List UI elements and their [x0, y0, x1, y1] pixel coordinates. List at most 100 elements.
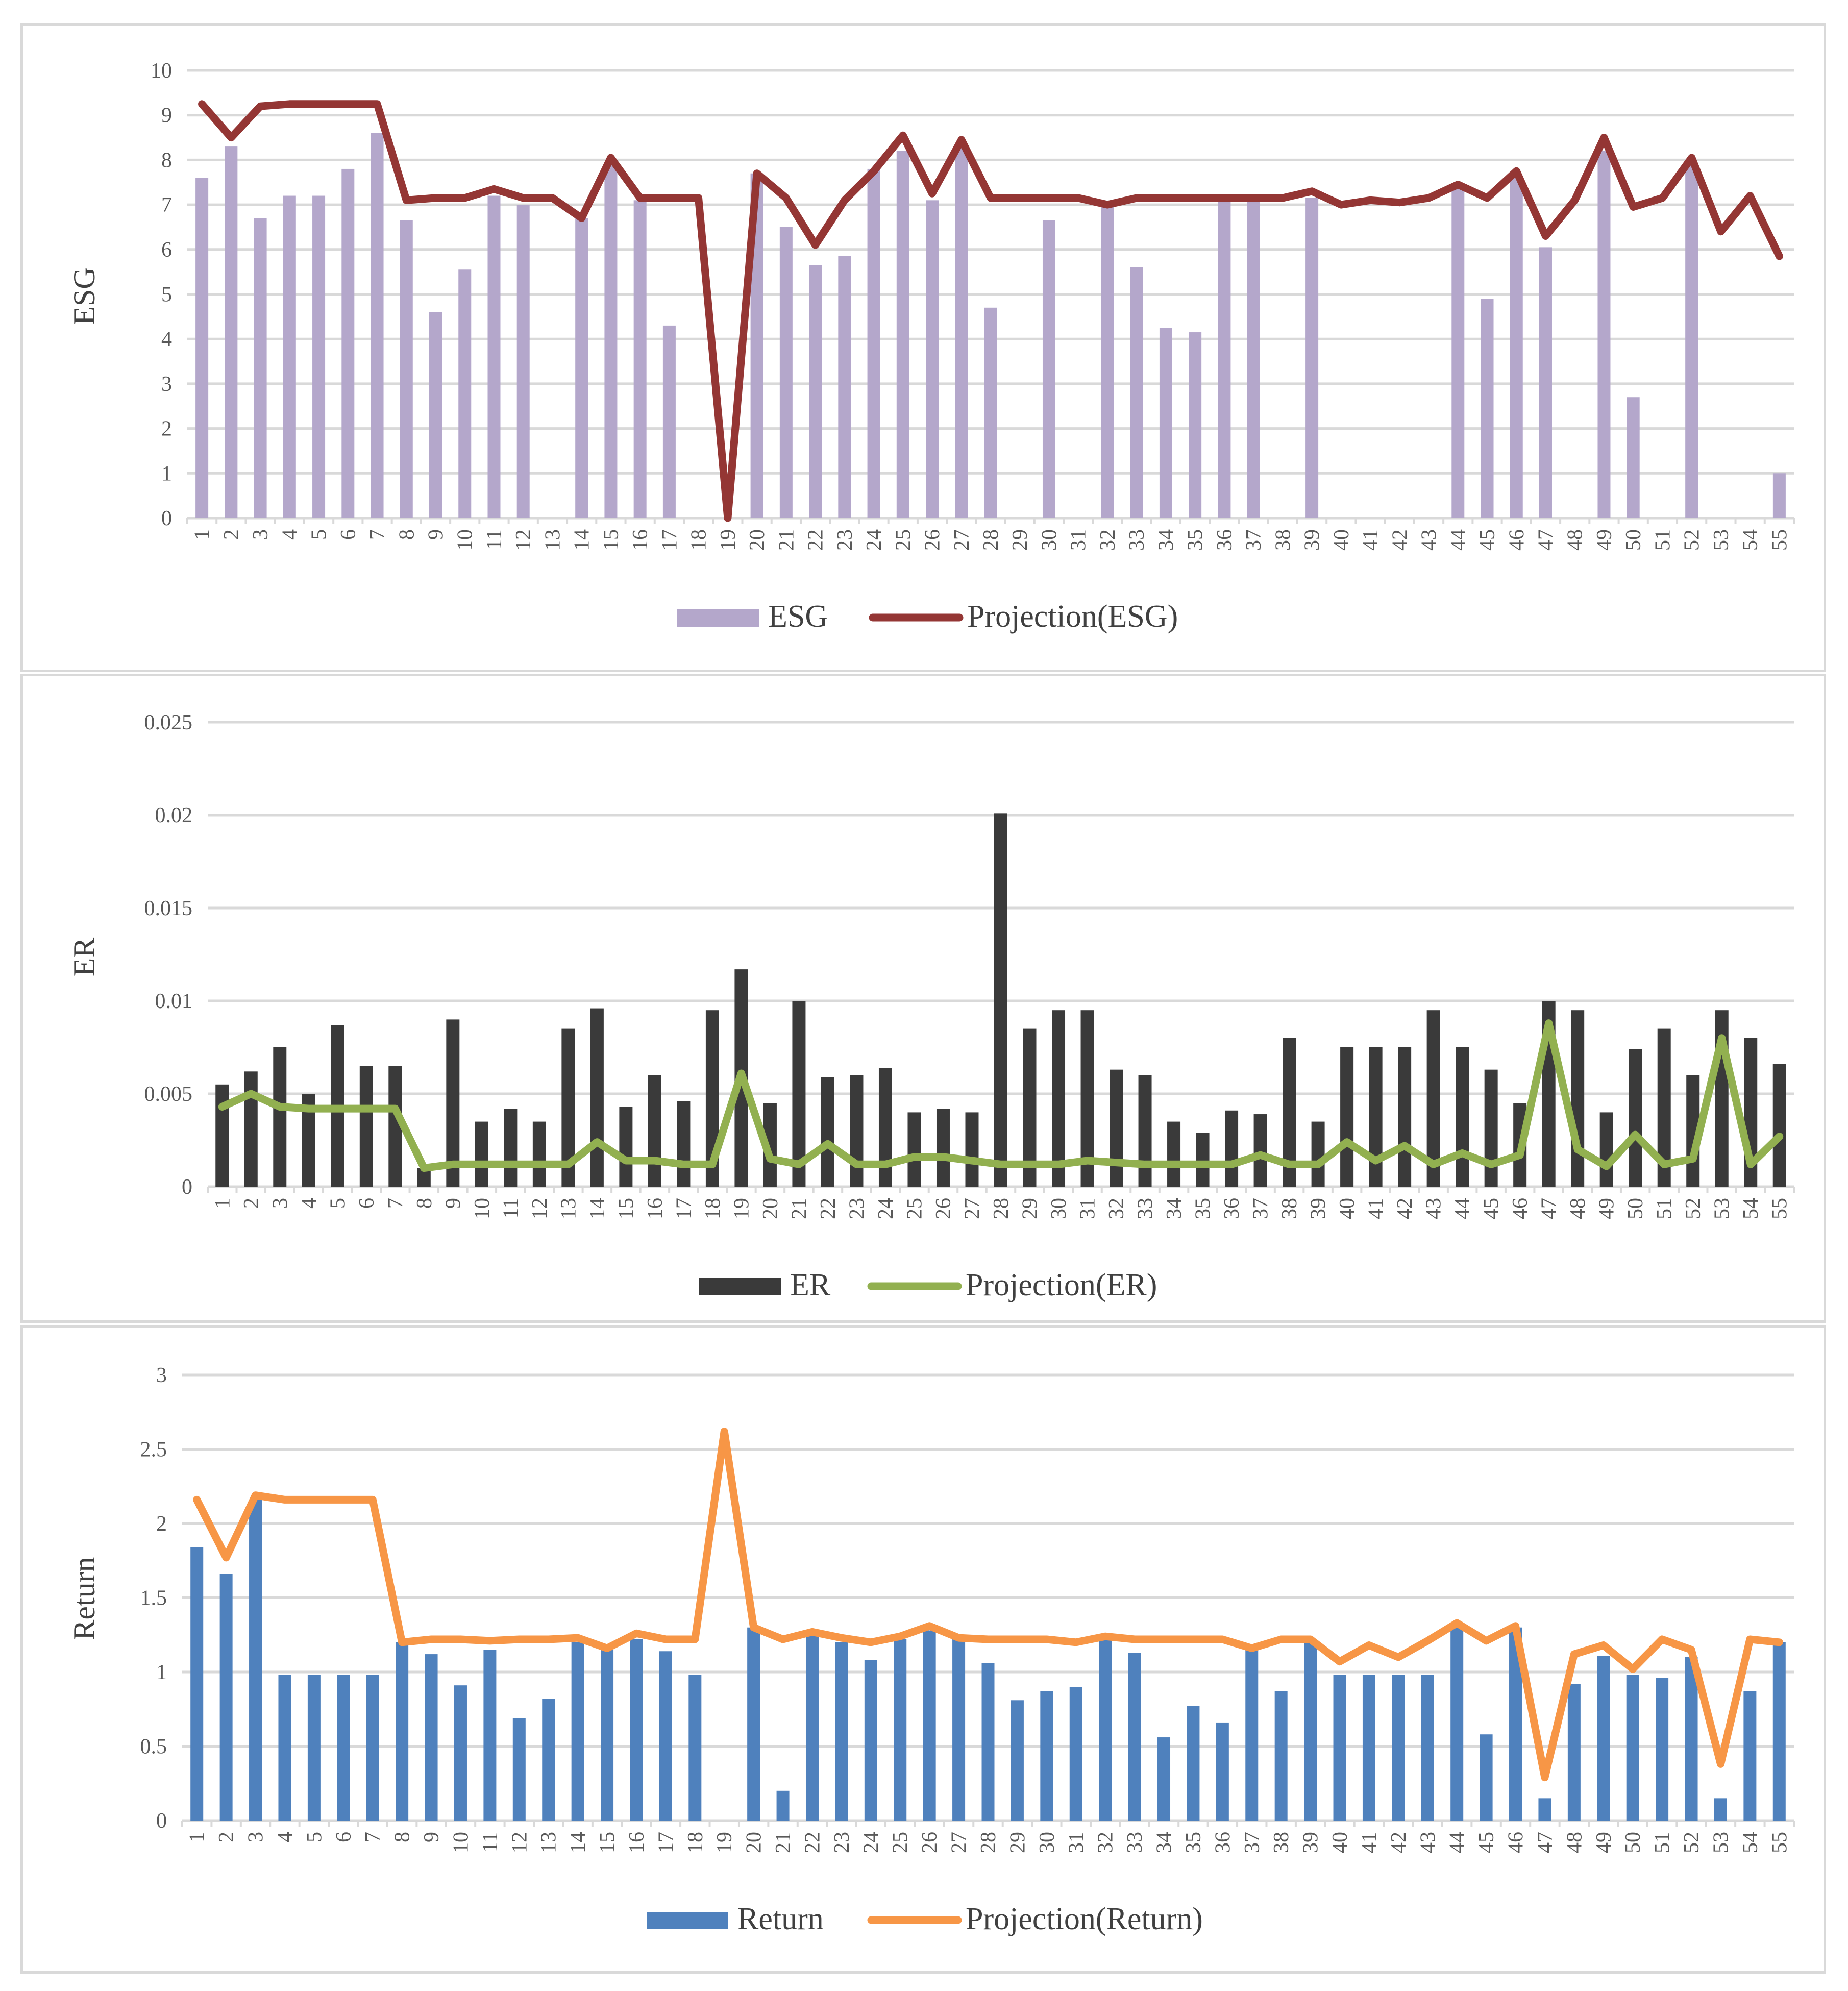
esg-xtick-label: 41 [1359, 529, 1383, 551]
esg-xtick-label: 47 [1534, 529, 1558, 551]
er-bar [677, 1101, 691, 1187]
ret-xtick-label: 43 [1416, 1832, 1440, 1853]
esg-bar [458, 269, 472, 518]
er-xtick-label: 50 [1624, 1198, 1647, 1219]
er-xtick-label: 35 [1192, 1198, 1215, 1219]
ret-xtick-label: 7 [361, 1832, 385, 1842]
esg-xtick-label: 6 [337, 529, 360, 540]
esg-bar [1159, 328, 1172, 518]
ret-xtick-label: 48 [1563, 1832, 1586, 1853]
ret-projection-line [193, 1428, 1783, 1782]
esg-ytick-label: 9 [161, 104, 172, 128]
esg-xtick-label: 8 [395, 529, 418, 540]
ret-bar [1274, 1691, 1288, 1821]
er-bar [590, 1008, 604, 1187]
ret-xtick-label: 29 [1006, 1832, 1029, 1853]
esg-xtick-label: 44 [1447, 529, 1470, 551]
esg-bar [633, 200, 647, 519]
er-xtick-label: 43 [1422, 1198, 1446, 1219]
er-legend-line-label: Projection(ER) [966, 1268, 1157, 1302]
er-legend-bar-swatch [699, 1278, 781, 1295]
er-xtick-label: 39 [1307, 1198, 1330, 1219]
er-bar [504, 1109, 518, 1187]
esg-bar [984, 307, 997, 518]
esg-bar [1218, 198, 1231, 518]
esg-xtick-label: 52 [1681, 529, 1704, 551]
esg-legend-bar-swatch [677, 609, 759, 627]
ret-bar [278, 1675, 291, 1821]
er-bar [1138, 1075, 1152, 1187]
ret-bar [601, 1650, 614, 1821]
esg-ytick-label: 4 [161, 328, 172, 351]
ret-bar [1333, 1675, 1346, 1821]
esg-bar [896, 151, 909, 518]
er-xtick-label: 8 [413, 1198, 436, 1209]
esg-bar [1772, 473, 1786, 518]
esg-bar [1247, 200, 1260, 519]
er-xtick-label: 4 [298, 1198, 321, 1209]
ret-xtick-label: 27 [948, 1832, 971, 1853]
esg-bar [1305, 198, 1319, 518]
ret-bar [1128, 1653, 1141, 1821]
esg-xtick-label: 3 [249, 529, 273, 540]
ret-bar [1480, 1734, 1493, 1821]
er-xtick-label: 30 [1047, 1198, 1071, 1219]
ret-legend-bar-swatch [647, 1912, 728, 1929]
esg-xtick-label: 45 [1476, 529, 1499, 551]
esg-bar [604, 164, 618, 518]
esg-ytick-label: 3 [161, 373, 172, 396]
ret-bar [1099, 1639, 1112, 1821]
er-xtick-label: 5 [326, 1198, 350, 1209]
er-xtick-label: 48 [1566, 1198, 1590, 1219]
esg-xtick-label: 15 [600, 529, 623, 551]
er-bar [359, 1066, 373, 1187]
esg-xtick-label: 22 [804, 529, 828, 551]
esg-legend-line-label: Projection(ESG) [967, 599, 1178, 634]
er-xtick-label: 1 [211, 1198, 234, 1209]
esg-bar [1042, 220, 1055, 518]
er-ytick-label: 0.015 [144, 897, 193, 920]
er-chart-panel: 0 0.005 0.01 0.015 0.02 0.025 1 2 3 4 5 6 7 8 9 10 11 12 1… [20, 674, 1826, 1323]
esg-xtick-label: 14 [571, 529, 594, 551]
ret-bar [894, 1639, 907, 1821]
er-bar [792, 1001, 806, 1187]
ret-xtick-label: 38 [1270, 1832, 1293, 1853]
esg-xtick-label: 49 [1593, 529, 1616, 551]
er-xtick-label: 36 [1220, 1198, 1244, 1219]
ret-xtick-label: 30 [1036, 1832, 1059, 1853]
ret-bar [249, 1500, 262, 1821]
esg-bar [429, 312, 442, 518]
ret-bar [1011, 1700, 1024, 1821]
esg-bar [400, 220, 413, 518]
esg-ytick-label: 10 [151, 59, 172, 83]
esg-bar [283, 195, 296, 518]
er-ytick-label: 0.005 [144, 1083, 193, 1106]
ret-bar [1245, 1646, 1259, 1821]
er-xtick-label: 15 [614, 1198, 638, 1219]
esg-bar [1539, 247, 1552, 518]
esg-bar [867, 168, 880, 518]
er-bar [648, 1075, 661, 1187]
esg-xtick-label: 28 [979, 529, 1003, 551]
esg-ytick-label: 5 [161, 283, 172, 307]
ret-xtick-label: 6 [332, 1832, 356, 1842]
er-xtick-label: 19 [730, 1198, 753, 1219]
er-xtick-label: 45 [1480, 1198, 1504, 1219]
esg-ytick-label: 0 [161, 507, 172, 530]
ret-bar [630, 1639, 643, 1821]
esg-xtick-label: 10 [454, 529, 477, 551]
ret-xtick-label: 39 [1299, 1832, 1323, 1853]
ret-bar [454, 1685, 467, 1821]
ret-xtick-label: 51 [1651, 1832, 1674, 1853]
esg-ytick-label: 7 [161, 193, 172, 217]
ret-bar [571, 1642, 584, 1821]
ret-xtick-label: 46 [1505, 1832, 1528, 1853]
ret-bar [1567, 1684, 1581, 1821]
esg-y-axis-label: ESG [67, 267, 101, 325]
er-bar [1110, 1069, 1123, 1187]
ret-bar [1304, 1642, 1317, 1821]
esg-bar [1685, 164, 1698, 518]
er-xtick-label: 12 [528, 1198, 552, 1219]
